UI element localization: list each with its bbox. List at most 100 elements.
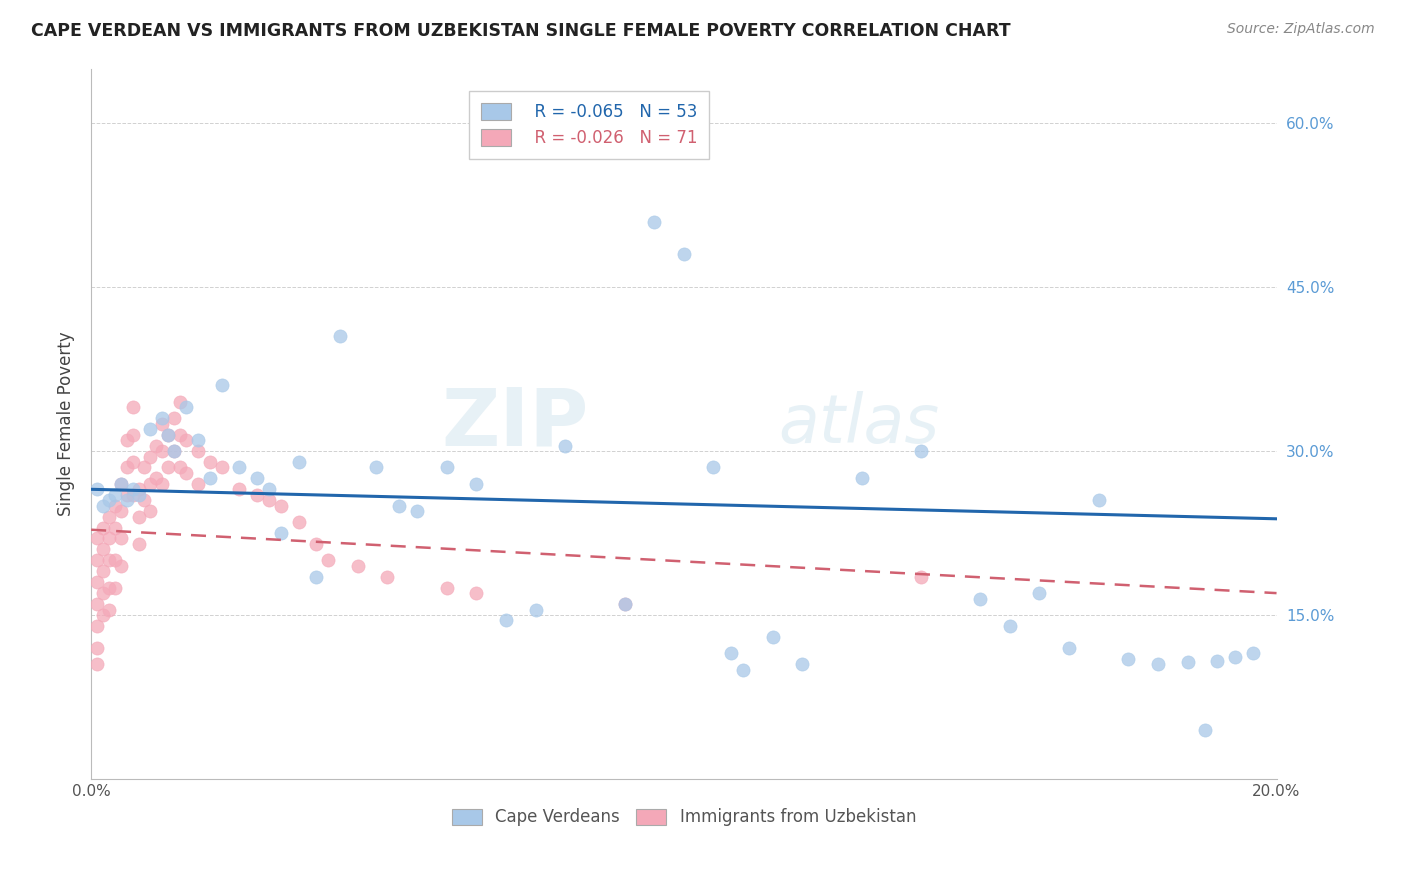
Point [121,488,143,502]
Point [91,499,114,513]
Point [110,532,132,546]
Point [91,542,114,557]
Point [115,493,138,508]
Point [91,564,114,578]
Point [1147,657,1170,672]
Point [1118,651,1140,665]
Point [364,460,387,475]
Point [91,520,114,534]
Point [643,214,665,228]
Point [187,444,209,458]
Point [104,553,127,567]
Point [257,493,280,508]
Point [228,483,250,497]
Point [91,586,114,600]
Point [128,509,150,524]
Point [174,433,197,447]
Point [174,401,197,415]
Point [1241,646,1264,660]
Point [246,488,269,502]
Point [672,247,695,261]
Point [97,532,120,546]
Point [97,602,120,616]
Point [305,570,328,584]
Point [86,553,108,567]
Point [613,597,636,611]
Point [702,460,724,475]
Point [163,444,186,458]
Point [163,444,186,458]
Point [139,450,162,464]
Point [762,630,785,644]
Point [998,619,1021,633]
Point [97,553,120,567]
Point [174,466,197,480]
Point [97,509,120,524]
Point [121,427,143,442]
Point [150,417,173,431]
Point [150,476,173,491]
Point [121,401,143,415]
Point [91,607,114,622]
Point [554,439,576,453]
Point [157,460,180,475]
Y-axis label: Single Female Poverty: Single Female Poverty [58,332,75,516]
Point [246,471,269,485]
Point [524,602,547,616]
Point [97,581,120,595]
Point [792,657,814,672]
Point [86,532,108,546]
Point [1194,723,1216,737]
Point [211,378,233,392]
Point [128,537,150,551]
Point [128,488,150,502]
Point [104,499,127,513]
Point [211,460,233,475]
Point [910,444,932,458]
Point [613,597,636,611]
Point [110,476,132,491]
Point [115,433,138,447]
Point [86,657,108,672]
Point [157,427,180,442]
Point [150,444,173,458]
Point [465,586,488,600]
Legend: Cape Verdeans, Immigrants from Uzbekistan: Cape Verdeans, Immigrants from Uzbekista… [443,800,925,835]
Point [150,411,173,425]
Point [110,558,132,573]
Point [86,483,108,497]
Point [720,646,742,660]
Text: ZIP: ZIP [441,384,589,463]
Point [110,504,132,518]
Point [86,575,108,590]
Point [187,476,209,491]
Point [198,471,221,485]
Point [270,526,292,541]
Point [1177,655,1199,669]
Point [406,504,429,518]
Point [86,597,108,611]
Point [139,476,162,491]
Point [377,570,399,584]
Point [139,504,162,518]
Point [257,483,280,497]
Point [436,581,458,595]
Point [187,433,209,447]
Point [128,483,150,497]
Point [163,411,186,425]
Text: Source: ZipAtlas.com: Source: ZipAtlas.com [1227,22,1375,37]
Point [287,455,309,469]
Point [388,499,411,513]
Point [121,455,143,469]
Point [1206,654,1229,668]
Point [115,460,138,475]
Point [97,493,120,508]
Point [733,663,755,677]
Point [287,515,309,529]
Point [145,439,167,453]
Point [169,395,191,409]
Point [1028,586,1050,600]
Point [910,570,932,584]
Point [169,427,191,442]
Point [104,581,127,595]
